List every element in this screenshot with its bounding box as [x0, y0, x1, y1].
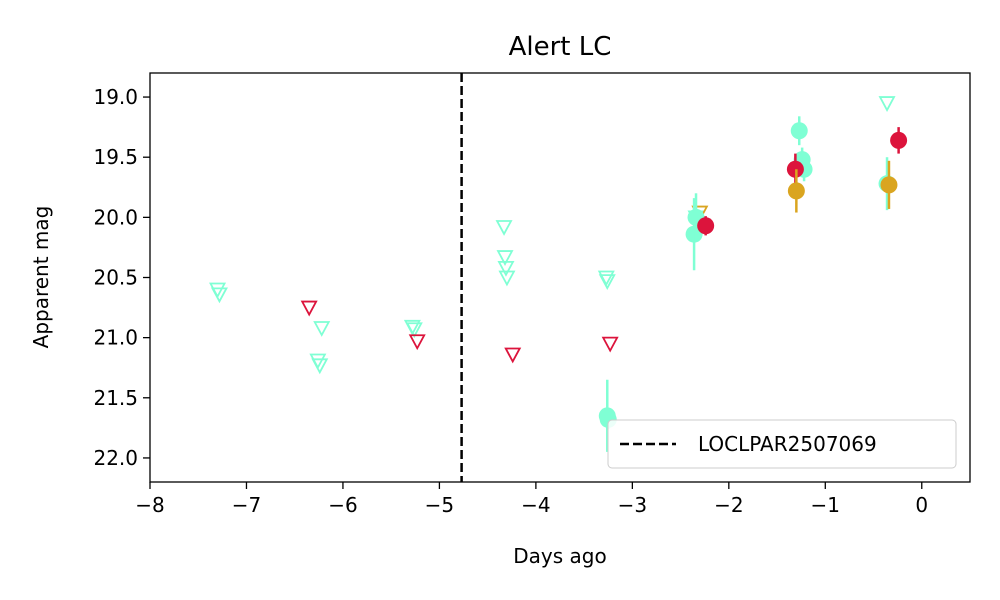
detection-point: [790, 122, 808, 140]
upper-limit-marker: [598, 274, 616, 291]
x-tick-label: −4: [521, 493, 550, 517]
y-axis-label: Apparent mag: [29, 206, 53, 349]
upper-limit-marker: [300, 300, 318, 317]
legend-label: LOCLPAR2507069: [698, 432, 877, 456]
legend: LOCLPAR2507069: [607, 419, 957, 469]
x-tick-label: −7: [232, 493, 261, 517]
upper-limit-marker: [601, 336, 619, 353]
upper-limit-marker: [210, 287, 228, 304]
x-tick-label: −6: [328, 493, 357, 517]
upper-limit-marker: [311, 358, 329, 375]
y-tick-label: 22.0: [93, 446, 138, 470]
upper-limit-marker: [408, 334, 426, 351]
chart-title: Alert LC: [509, 32, 612, 62]
x-axis-label: Days ago: [513, 544, 606, 568]
upper-limit-marker: [878, 96, 896, 112]
upper-limit-marker: [497, 260, 515, 277]
upper-limit-marker: [405, 322, 423, 339]
x-tick-label: 0: [915, 493, 928, 517]
y-tick-label: 20.0: [93, 205, 138, 229]
y-axis-ticks: 19.0 19.5 20.0 20.5 21.0 21.5 22.0: [93, 85, 150, 470]
detection-point: [880, 176, 898, 194]
legend-box: [607, 419, 957, 469]
x-tick-label: −3: [618, 493, 647, 517]
detection-point: [787, 182, 805, 200]
detection-point: [890, 131, 908, 149]
upper-limit-marker: [496, 250, 514, 266]
x-tick-label: −2: [714, 493, 743, 517]
upper-limit-marker: [504, 347, 522, 364]
y-tick-label: 19.5: [93, 145, 138, 169]
plot-frame: [149, 72, 971, 483]
upper-limit-marker: [498, 270, 516, 287]
x-axis-ticks: −8 −7 −6 −5 −4 −3 −2 −1 0: [135, 482, 928, 517]
upper-limit-marker: [495, 220, 513, 236]
detection-point: [697, 217, 715, 235]
x-tick-label: −5: [425, 493, 454, 517]
y-tick-label: 20.5: [93, 266, 138, 290]
plot-area: [209, 73, 908, 482]
x-tick-label: −1: [811, 493, 840, 517]
x-tick-label: −8: [135, 493, 164, 517]
upper-limit-marker: [313, 321, 331, 337]
y-tick-label: 21.0: [93, 326, 138, 350]
y-tick-label: 19.0: [93, 85, 138, 109]
y-tick-label: 21.5: [93, 386, 138, 410]
